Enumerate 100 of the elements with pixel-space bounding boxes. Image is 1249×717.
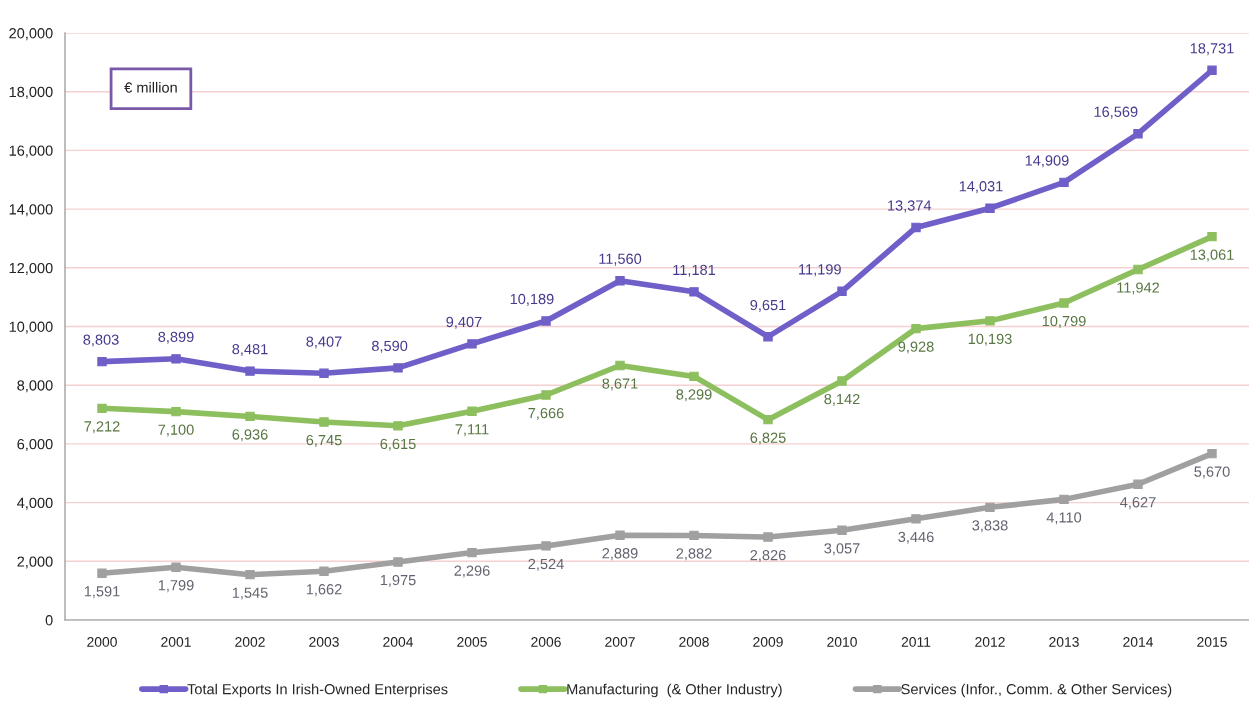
- point: [541, 541, 551, 551]
- point: [689, 287, 699, 297]
- x-tick-label: 2002: [235, 637, 265, 647]
- point: [393, 557, 403, 567]
- data-label: 8,407: [306, 336, 342, 349]
- x-tick-label: 2013: [1049, 637, 1079, 647]
- y-tick-label: 8,000: [17, 380, 53, 393]
- data-label: 3,838: [972, 520, 1008, 533]
- point: [97, 403, 107, 414]
- data-label: 9,407: [446, 316, 482, 329]
- data-label: 11,181: [673, 264, 716, 277]
- data-label: 2,524: [528, 558, 564, 571]
- data-label: 3,057: [824, 543, 860, 556]
- data-label: 7,100: [158, 424, 194, 437]
- data-label: 5,670: [1194, 466, 1230, 479]
- x-tick-label: 2006: [531, 637, 561, 647]
- x-tick-label: 2001: [161, 637, 191, 647]
- data-label: 9,651: [750, 299, 786, 312]
- point: [171, 354, 181, 364]
- data-label: 2,889: [602, 548, 638, 561]
- data-label: 6,825: [750, 432, 786, 445]
- point: [837, 376, 847, 386]
- x-tick-label: 2004: [383, 637, 414, 647]
- data-label: 13,061: [1190, 249, 1234, 262]
- data-label: 4,627: [1120, 497, 1156, 510]
- data-label: 1,799: [158, 580, 194, 593]
- data-label: 11,560: [599, 253, 642, 266]
- data-label: 3,446: [898, 531, 934, 544]
- data-label: 8,671: [602, 378, 638, 391]
- legend-label: Manufacturing (& Other Industry): [567, 683, 782, 698]
- point: [319, 566, 329, 576]
- point: [615, 360, 625, 371]
- point: [319, 368, 329, 378]
- data-label: 8,481: [232, 343, 268, 357]
- y-tick-label: 2,000: [17, 556, 53, 569]
- data-label: 7,111: [455, 424, 489, 437]
- point: [1133, 129, 1143, 139]
- y-tick-label: 16,000: [9, 145, 53, 158]
- y-tick-label: 0: [45, 615, 53, 626]
- x-tick-label: 2015: [1197, 637, 1227, 647]
- y-tick-label: 6,000: [17, 439, 53, 452]
- data-label: 7,212: [84, 421, 120, 434]
- point: [467, 406, 477, 416]
- point: [689, 371, 699, 382]
- point: [911, 514, 921, 524]
- point: [1059, 177, 1069, 188]
- data-label: 13,374: [888, 200, 932, 213]
- point: [467, 547, 477, 558]
- x-tick-label: 2012: [975, 637, 1005, 647]
- x-tick-label: 2007: [605, 637, 635, 647]
- point: [985, 502, 995, 513]
- y-tick-label: 14,000: [9, 204, 53, 217]
- point: [97, 568, 107, 578]
- point: [171, 562, 181, 572]
- data-label: 14,909: [1025, 155, 1069, 168]
- x-tick-label: 2005: [457, 637, 487, 647]
- point: [245, 411, 255, 422]
- x-tick-label: 2000: [87, 637, 117, 647]
- point: [1059, 298, 1069, 308]
- point: [1207, 231, 1217, 242]
- point: [245, 366, 255, 376]
- legend-label: Services (Infor., Comm. & Other Services): [901, 683, 1172, 698]
- x-tick-label: 2014: [1123, 637, 1154, 647]
- point: [97, 356, 107, 367]
- x-tick-label: 2010: [827, 637, 857, 647]
- data-label: 2,296: [454, 565, 490, 578]
- point: [763, 415, 773, 425]
- data-label: 8,803: [83, 334, 119, 347]
- annotation: € million: [124, 81, 177, 93]
- point: [467, 339, 477, 349]
- data-label: 8,590: [372, 340, 408, 353]
- point: [1059, 494, 1069, 505]
- y-tick-label: 20,000: [9, 28, 53, 41]
- data-label: 10,189: [510, 293, 554, 306]
- point: [541, 316, 551, 326]
- data-label: 16,569: [1094, 106, 1138, 119]
- data-label: 8,899: [158, 331, 194, 344]
- data-label: 8,142: [824, 393, 860, 406]
- data-label: 1,545: [232, 587, 268, 600]
- point: [615, 530, 625, 540]
- point: [985, 316, 995, 326]
- data-label: 10,799: [1042, 315, 1086, 328]
- data-label: 1,591: [84, 586, 120, 599]
- point: [1133, 479, 1143, 489]
- data-label: 18,731: [1190, 43, 1234, 56]
- x-tick-label: 2008: [679, 637, 709, 647]
- y-tick-label: 18,000: [9, 86, 53, 99]
- data-label: 4,110: [1046, 512, 1082, 525]
- point: [763, 332, 773, 342]
- data-label: 2,826: [750, 549, 786, 562]
- x-tick-label: 2003: [309, 637, 339, 647]
- point: [837, 525, 847, 535]
- data-label: 10,193: [968, 333, 1012, 346]
- data-label: 2,882: [676, 548, 712, 561]
- point: [911, 323, 921, 334]
- data-label: 8,299: [676, 389, 712, 402]
- point: [763, 532, 773, 542]
- point: [837, 286, 847, 296]
- data-label: 1,975: [380, 574, 416, 587]
- y-tick-label: 10,000: [9, 321, 53, 334]
